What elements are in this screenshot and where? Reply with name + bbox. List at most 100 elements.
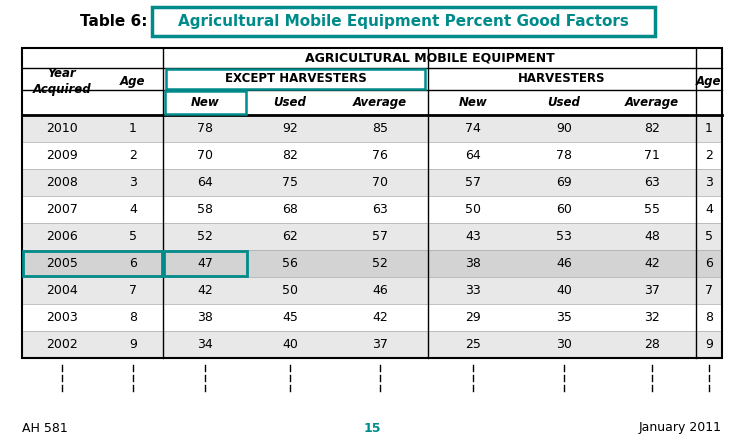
Text: 38: 38 — [197, 311, 213, 324]
Bar — [22, 142, 722, 169]
Text: 71: 71 — [644, 149, 660, 162]
Text: 25: 25 — [465, 338, 481, 351]
Text: 3: 3 — [129, 176, 137, 189]
Text: 34: 34 — [197, 338, 213, 351]
Text: 4: 4 — [129, 203, 137, 216]
Text: 62: 62 — [282, 230, 298, 243]
Text: 63: 63 — [644, 176, 660, 189]
Bar — [152, 7, 655, 36]
Text: 42: 42 — [372, 311, 388, 324]
Text: 1: 1 — [129, 122, 137, 135]
Text: 68: 68 — [282, 203, 298, 216]
Text: Age: Age — [121, 75, 146, 88]
Text: 90: 90 — [556, 122, 572, 135]
Text: 92: 92 — [282, 122, 298, 135]
Text: 3: 3 — [705, 176, 713, 189]
Text: 38: 38 — [465, 257, 481, 270]
Text: 40: 40 — [556, 284, 572, 297]
Text: 74: 74 — [465, 122, 481, 135]
Text: 9: 9 — [129, 338, 137, 351]
Bar — [23, 251, 162, 276]
Text: 1: 1 — [705, 122, 713, 135]
Text: Used: Used — [274, 96, 307, 109]
Bar — [22, 331, 722, 358]
Text: 82: 82 — [282, 149, 298, 162]
Text: New: New — [190, 96, 219, 109]
Bar — [22, 48, 722, 358]
Text: 48: 48 — [644, 230, 660, 243]
Text: Average: Average — [625, 96, 679, 109]
Bar — [22, 115, 722, 142]
Text: 6: 6 — [129, 257, 137, 270]
Text: 7: 7 — [705, 284, 713, 297]
Text: 37: 37 — [372, 338, 388, 351]
Text: 85: 85 — [372, 122, 388, 135]
Bar — [166, 69, 425, 89]
Text: Average: Average — [353, 96, 407, 109]
Text: 40: 40 — [282, 338, 298, 351]
Text: 6: 6 — [705, 257, 713, 270]
Text: 46: 46 — [372, 284, 388, 297]
Text: 42: 42 — [197, 284, 213, 297]
Text: 8: 8 — [705, 311, 713, 324]
Text: 2005: 2005 — [46, 257, 78, 270]
Text: 57: 57 — [465, 176, 481, 189]
Text: 7: 7 — [129, 284, 137, 297]
Text: 57: 57 — [372, 230, 388, 243]
Text: 64: 64 — [197, 176, 213, 189]
Text: New: New — [458, 96, 487, 109]
Text: 5: 5 — [705, 230, 713, 243]
Text: 75: 75 — [282, 176, 298, 189]
Text: Agricultural Mobile Equipment Percent Good Factors: Agricultural Mobile Equipment Percent Go… — [178, 14, 629, 29]
Text: 2003: 2003 — [46, 311, 78, 324]
Bar — [22, 196, 722, 223]
Text: January 2011: January 2011 — [639, 421, 722, 434]
Text: 45: 45 — [282, 311, 298, 324]
Text: 64: 64 — [465, 149, 481, 162]
Text: 56: 56 — [282, 257, 298, 270]
Text: 2007: 2007 — [46, 203, 78, 216]
Text: 2: 2 — [705, 149, 713, 162]
Text: 32: 32 — [644, 311, 660, 324]
Bar — [22, 250, 722, 277]
Text: 2004: 2004 — [46, 284, 78, 297]
Text: 2: 2 — [129, 149, 137, 162]
Text: 33: 33 — [465, 284, 481, 297]
Text: 35: 35 — [556, 311, 572, 324]
Text: 9: 9 — [705, 338, 713, 351]
Text: 60: 60 — [556, 203, 572, 216]
Text: AGRICULTURAL MOBILE EQUIPMENT: AGRICULTURAL MOBILE EQUIPMENT — [304, 51, 554, 65]
Text: 63: 63 — [372, 203, 388, 216]
Bar — [164, 251, 247, 276]
Text: Used: Used — [548, 96, 580, 109]
Text: EXCEPT HARVESTERS: EXCEPT HARVESTERS — [225, 73, 366, 86]
Text: 70: 70 — [197, 149, 213, 162]
Text: 78: 78 — [556, 149, 572, 162]
Text: 30: 30 — [556, 338, 572, 351]
Text: 82: 82 — [644, 122, 660, 135]
Text: HARVESTERS: HARVESTERS — [519, 73, 606, 86]
Bar — [22, 223, 722, 250]
Text: 15: 15 — [363, 421, 381, 434]
Text: 46: 46 — [556, 257, 572, 270]
Text: Year
Acquired: Year Acquired — [33, 67, 92, 96]
Text: 28: 28 — [644, 338, 660, 351]
Text: 52: 52 — [197, 230, 213, 243]
Text: 29: 29 — [465, 311, 481, 324]
Bar — [22, 169, 722, 196]
Text: 78: 78 — [197, 122, 213, 135]
Bar — [165, 91, 246, 114]
Text: 2002: 2002 — [46, 338, 78, 351]
Text: 47: 47 — [197, 257, 213, 270]
Bar — [22, 304, 722, 331]
Text: 50: 50 — [465, 203, 481, 216]
Text: 5: 5 — [129, 230, 137, 243]
Text: 2009: 2009 — [46, 149, 78, 162]
Text: 37: 37 — [644, 284, 660, 297]
Text: 52: 52 — [372, 257, 388, 270]
Text: 42: 42 — [644, 257, 660, 270]
Text: 2008: 2008 — [46, 176, 78, 189]
Text: Age: Age — [696, 75, 722, 88]
Text: 76: 76 — [372, 149, 388, 162]
Text: 55: 55 — [644, 203, 660, 216]
